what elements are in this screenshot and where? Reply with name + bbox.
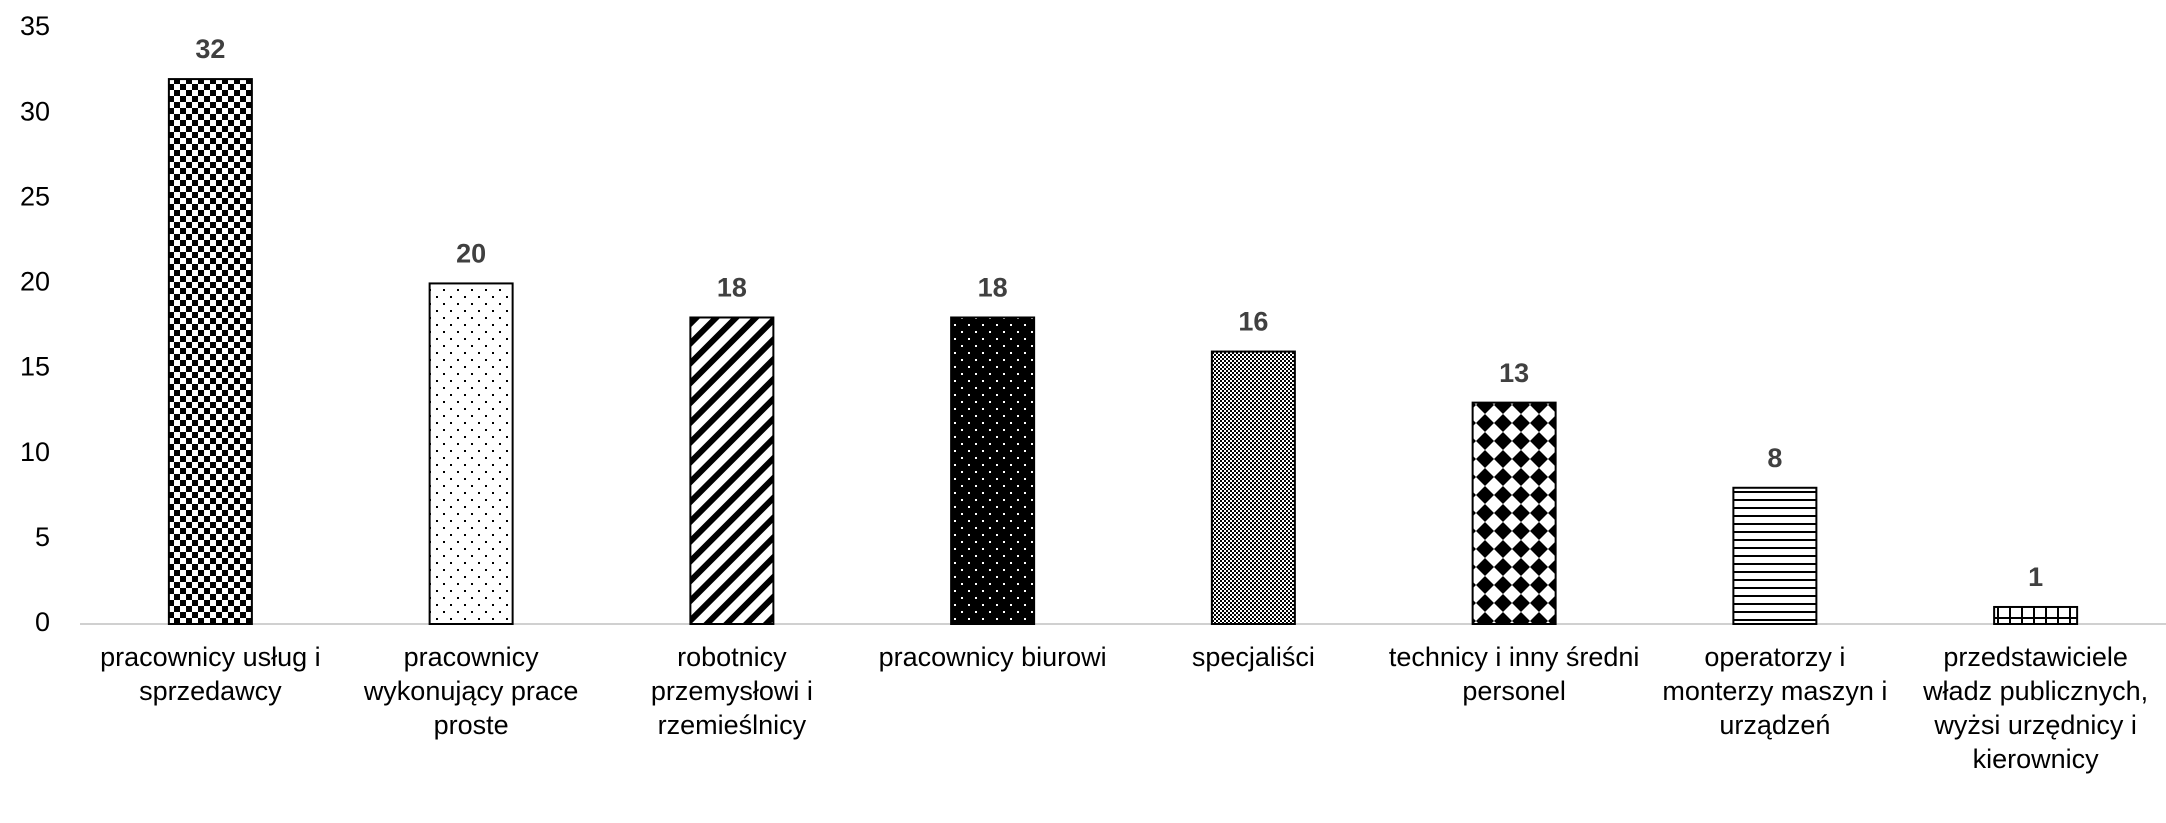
y-tick-label: 20 — [20, 267, 50, 297]
x-tick-label: pracownicy biurowi — [878, 642, 1107, 672]
bar — [1732, 486, 1818, 625]
y-tick-label: 30 — [20, 96, 50, 126]
bar — [689, 316, 775, 625]
y-tick-label: 10 — [20, 437, 50, 467]
value-label: 20 — [456, 239, 486, 269]
value-label: 18 — [978, 273, 1008, 303]
value-label: 16 — [1238, 307, 1268, 337]
y-tick-label: 35 — [20, 11, 50, 41]
bar — [1993, 605, 2079, 626]
x-tick-label: operatorzy i monterzy maszyn i urządzeń — [1662, 642, 1888, 740]
value-label: 13 — [1499, 358, 1529, 388]
x-tick-label: robotnicy przemysłowi i rzemieślnicy — [650, 642, 813, 740]
y-tick-label: 15 — [20, 352, 50, 382]
bar — [1210, 350, 1296, 625]
bar — [950, 316, 1036, 625]
x-tick-label: technicy i inny średni personel — [1388, 642, 1640, 706]
value-label: 32 — [195, 34, 225, 64]
x-tick-label: pracownicy wykonujący prace proste — [363, 642, 579, 740]
value-label: 18 — [717, 273, 747, 303]
bar — [167, 78, 253, 626]
x-tick-label: specjaliści — [1191, 642, 1315, 672]
y-tick-label: 5 — [35, 522, 50, 552]
value-label: 1 — [2028, 562, 2043, 592]
bar — [1471, 401, 1557, 625]
x-tick-label: przedstawiciele władz publicznych, wyżsi… — [1923, 642, 2149, 774]
value-label: 8 — [1767, 443, 1782, 473]
x-tick-label: pracownicy usług i sprzedawcy — [100, 642, 321, 706]
y-tick-label: 25 — [20, 181, 50, 211]
y-tick-label: 0 — [35, 607, 50, 637]
bar — [428, 282, 514, 625]
